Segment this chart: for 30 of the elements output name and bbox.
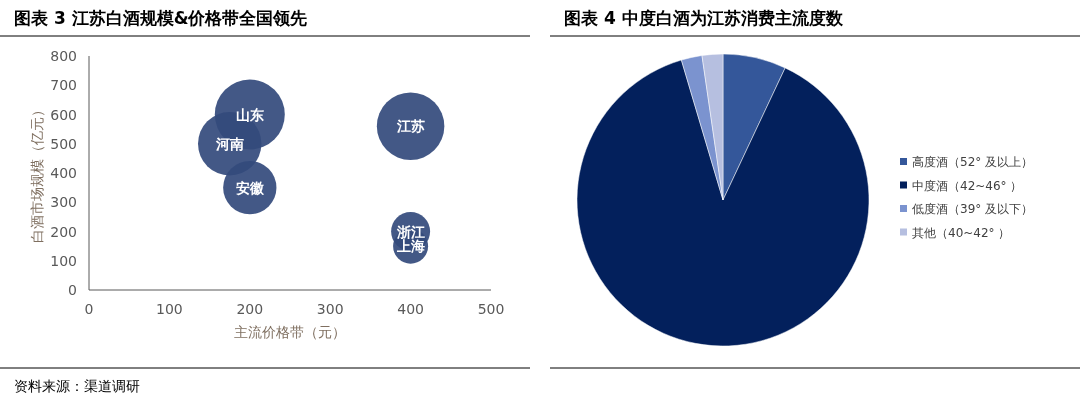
x-tick-label: 100 xyxy=(156,301,183,317)
y-tick-label: 300 xyxy=(50,194,77,211)
annotation: 浙江 xyxy=(395,223,425,240)
legend-label: 低度酒（39° 及以下） xyxy=(912,202,1034,216)
legend-label: 高度酒（52° 及以上） xyxy=(912,155,1034,169)
x-tick-label: 400 xyxy=(397,301,424,317)
x-tick-label: 0 xyxy=(84,301,94,317)
chart-title: 图表 3 江苏白酒规模&价格带全国领先 xyxy=(14,8,308,28)
x-tick-label: 300 xyxy=(316,301,344,317)
annotation: 江苏 xyxy=(395,118,425,135)
y-axis-title: 白酒市场规模（亿元） xyxy=(29,103,45,243)
annotation: 上海 xyxy=(395,238,425,255)
y-tick-label: 700 xyxy=(50,77,77,94)
legend-label: 其他（40~42° ） xyxy=(912,225,1011,240)
y-tick-label: 0 xyxy=(68,282,77,298)
x-axis-title: 主流价格带（元） xyxy=(234,324,346,340)
annotation: 安徽 xyxy=(235,179,265,196)
y-tick-label: 200 xyxy=(50,223,77,240)
y-tick-label: 400 xyxy=(50,165,77,181)
annotation: 山东 xyxy=(235,106,264,123)
x-tick-label: 500 xyxy=(477,301,505,317)
y-tick-label: 500 xyxy=(50,135,77,152)
chart-title: 图表 4 中度白酒为江苏消费主流度数 xyxy=(564,8,844,28)
x-tick-label: 200 xyxy=(236,301,264,317)
y-tick-label: 100 xyxy=(50,252,77,269)
y-tick-label: 800 xyxy=(50,48,77,64)
legend-label: 中度酒（42~46° ） xyxy=(912,178,1023,193)
text: 资料来源：渠道调研 xyxy=(14,378,140,394)
annotation: 河南 xyxy=(214,135,244,152)
y-tick-label: 600 xyxy=(50,106,77,123)
